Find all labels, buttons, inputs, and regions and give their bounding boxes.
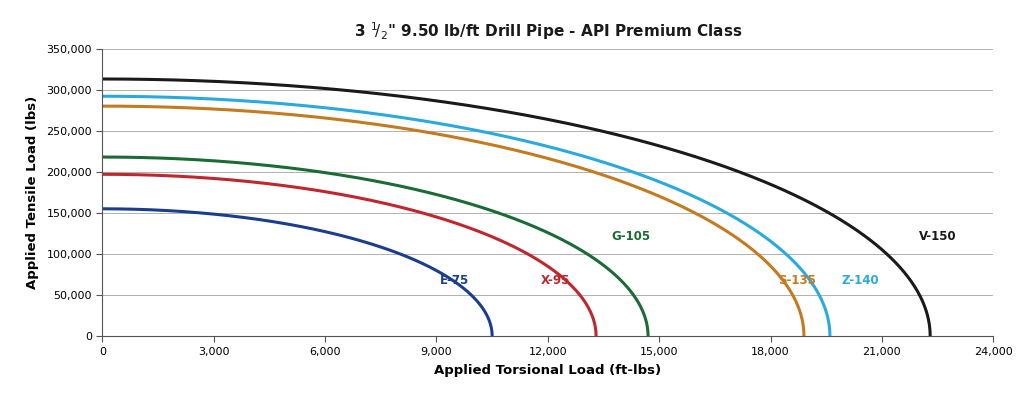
Text: S-135: S-135 (778, 274, 816, 287)
Text: V-150: V-150 (920, 230, 956, 243)
Text: E-75: E-75 (440, 274, 469, 287)
Text: X-95: X-95 (541, 274, 569, 287)
Text: Z-140: Z-140 (841, 274, 879, 287)
Title: 3 $^{1}\!/_{2}$" 9.50 lb/ft Drill Pipe - API Premium Class: 3 $^{1}\!/_{2}$" 9.50 lb/ft Drill Pipe -… (353, 21, 742, 43)
Y-axis label: Applied Tensile Load (lbs): Applied Tensile Load (lbs) (27, 96, 39, 289)
Text: G-105: G-105 (611, 230, 650, 243)
X-axis label: Applied Torsional Load (ft-lbs): Applied Torsional Load (ft-lbs) (434, 364, 662, 377)
